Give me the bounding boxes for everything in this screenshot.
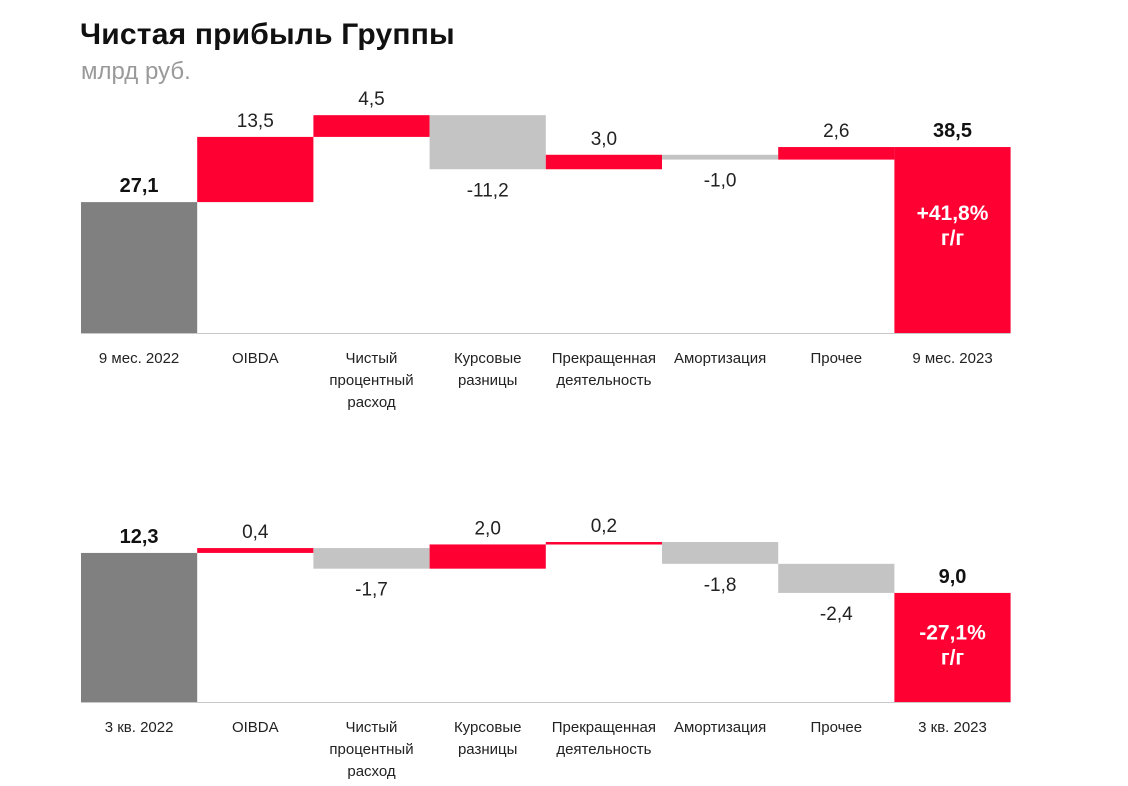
- value-label: 12,3: [120, 526, 159, 548]
- category-label: Чистый процентный расход: [329, 719, 413, 780]
- category-label: 9 мес. 2023: [912, 350, 992, 367]
- increase-bar: [313, 115, 430, 137]
- category-label: Курсовые разницы: [454, 350, 522, 389]
- category-label: Чистый процентный расход: [329, 350, 413, 411]
- total-bar: [894, 592, 1011, 702]
- value-label: 2,0: [474, 518, 500, 539]
- total-bar: [81, 202, 198, 333]
- chart-9-months: 27,1 9 мес. 2022 13,5 OIBDA 4,5 Чистый процент…: [81, 89, 1011, 411]
- value-label: 27,1: [120, 175, 159, 197]
- decrease-bar: [429, 115, 546, 170]
- page-subtitle: млрд руб.: [81, 58, 191, 85]
- value-label: -1,8: [704, 575, 737, 596]
- value-label: 13,5: [237, 111, 274, 132]
- decrease-bar: [662, 154, 779, 160]
- category-label: 3 кв. 2023: [918, 719, 987, 736]
- yoy-change-label: +41,8% г/г: [917, 202, 989, 250]
- value-label: 4,5: [358, 89, 384, 110]
- total-bar: [81, 552, 198, 702]
- category-label: Курсовые разницы: [454, 719, 522, 758]
- decrease-bar: [313, 548, 430, 569]
- value-label: 3,0: [591, 129, 617, 150]
- category-label: Прекращенная деятельность: [552, 350, 656, 389]
- increase-bar: [545, 542, 662, 545]
- category-label: OIBDA: [232, 350, 279, 367]
- value-label: 2,6: [823, 121, 849, 142]
- value-label: -1,7: [355, 580, 388, 601]
- value-label: -1,0: [704, 171, 737, 192]
- increase-bar: [545, 154, 662, 170]
- increase-bar: [197, 136, 314, 203]
- increase-bar: [197, 548, 314, 553]
- yoy-change-label: -27,1% г/г: [919, 621, 986, 669]
- decrease-bar: [662, 542, 779, 564]
- chart-q3: 12,3 3 кв. 2022 0,4 OIBDA -1,7 Чистый процентн…: [81, 516, 1011, 780]
- value-label: 38,5: [933, 120, 972, 142]
- category-label: OIBDA: [232, 719, 279, 736]
- total-bar: [894, 147, 1011, 333]
- category-label: 9 мес. 2022: [99, 350, 179, 367]
- value-label: 0,4: [242, 522, 269, 543]
- category-label: Прочее: [810, 350, 862, 367]
- value-label: 0,2: [591, 516, 617, 537]
- value-label: -11,2: [467, 180, 509, 201]
- value-label: 9,0: [939, 566, 967, 588]
- category-label: Амортизация: [674, 719, 766, 736]
- category-label: 3 кв. 2022: [105, 719, 174, 736]
- increase-bar: [778, 147, 895, 160]
- value-label: -2,4: [820, 604, 853, 625]
- page-title: Чистая прибыль Группы: [80, 18, 455, 51]
- increase-bar: [429, 544, 546, 569]
- decrease-bar: [778, 563, 895, 593]
- category-label: Прочее: [810, 719, 862, 736]
- category-label: Прекращенная деятельность: [552, 719, 656, 758]
- category-label: Амортизация: [674, 350, 766, 367]
